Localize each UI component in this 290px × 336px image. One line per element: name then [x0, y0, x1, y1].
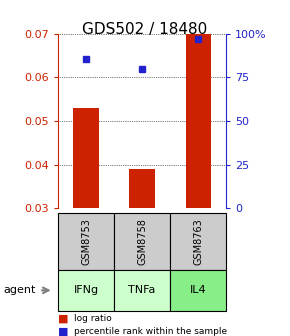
- Text: GSM8763: GSM8763: [193, 218, 203, 265]
- Bar: [130, 169, 155, 208]
- Text: log ratio: log ratio: [74, 314, 112, 323]
- Bar: [186, 34, 211, 208]
- Text: ■: ■: [58, 326, 68, 336]
- Text: percentile rank within the sample: percentile rank within the sample: [74, 327, 227, 336]
- Text: GSM8753: GSM8753: [81, 218, 91, 265]
- Text: GDS502 / 18480: GDS502 / 18480: [82, 22, 208, 37]
- Text: agent: agent: [3, 285, 35, 295]
- Text: IFNg: IFNg: [73, 285, 99, 295]
- Text: ■: ■: [58, 313, 68, 324]
- Text: IL4: IL4: [190, 285, 206, 295]
- Text: TNFa: TNFa: [128, 285, 156, 295]
- Text: GSM8758: GSM8758: [137, 218, 147, 265]
- Bar: [73, 108, 99, 208]
